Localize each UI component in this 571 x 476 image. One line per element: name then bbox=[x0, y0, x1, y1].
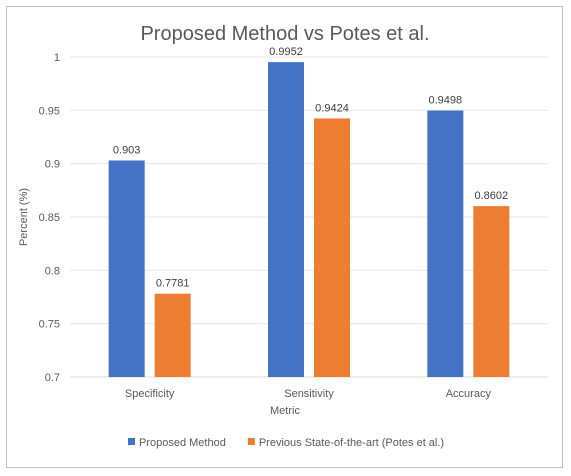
data-label: 0.9424 bbox=[315, 102, 349, 114]
y-tick-label: 0.7 bbox=[45, 372, 60, 384]
chart-title: Proposed Method vs Potes et al. bbox=[140, 23, 429, 45]
x-tick-label: Specificity bbox=[125, 388, 175, 400]
y-tick-label: 0.85 bbox=[39, 212, 60, 224]
y-tick-label: 0.75 bbox=[39, 319, 60, 331]
bar-proposed-specificity bbox=[108, 160, 145, 377]
gridlines bbox=[70, 56, 548, 378]
x-tick-label: Accuracy bbox=[446, 388, 492, 400]
data-label: 0.9498 bbox=[429, 95, 463, 107]
legend-label: Proposed Method bbox=[139, 437, 226, 449]
bar-previous-sensitivity bbox=[314, 118, 350, 377]
x-axis-title: Metric bbox=[270, 405, 300, 417]
bar-proposed-accuracy bbox=[427, 110, 464, 378]
bar-previous-accuracy bbox=[473, 206, 510, 377]
bars bbox=[108, 62, 510, 378]
data-label: 0.8602 bbox=[475, 190, 509, 202]
x-axis-ticks: Specificity Sensitivity Accuracy bbox=[125, 388, 492, 400]
data-label: 0.903 bbox=[113, 144, 141, 156]
y-axis-title: Percent (%) bbox=[18, 188, 30, 246]
legend-label: Previous State-of-the-art (Potes et al.) bbox=[259, 437, 444, 449]
y-tick-label: 0.95 bbox=[39, 105, 60, 117]
legend-swatch bbox=[247, 438, 255, 445]
y-tick-label: 1 bbox=[54, 52, 60, 64]
data-labels: 0.903 0.7781 0.9952 0.9424 0.9498 0.8602 bbox=[113, 46, 508, 290]
y-axis-ticks: 0.7 0.75 0.8 0.85 0.9 0.95 1 bbox=[39, 52, 60, 384]
y-tick-label: 0.9 bbox=[45, 159, 60, 171]
y-tick-label: 0.8 bbox=[45, 265, 60, 277]
legend-swatch bbox=[128, 438, 135, 445]
data-label: 0.9952 bbox=[269, 46, 303, 58]
legend: Proposed Method Previous State-of-the-art… bbox=[128, 437, 444, 449]
bar-previous-specificity bbox=[154, 293, 191, 377]
bar-proposed-sensitivity bbox=[268, 62, 304, 378]
x-tick-label: Sensitivity bbox=[284, 388, 334, 400]
data-label: 0.7781 bbox=[156, 278, 190, 290]
